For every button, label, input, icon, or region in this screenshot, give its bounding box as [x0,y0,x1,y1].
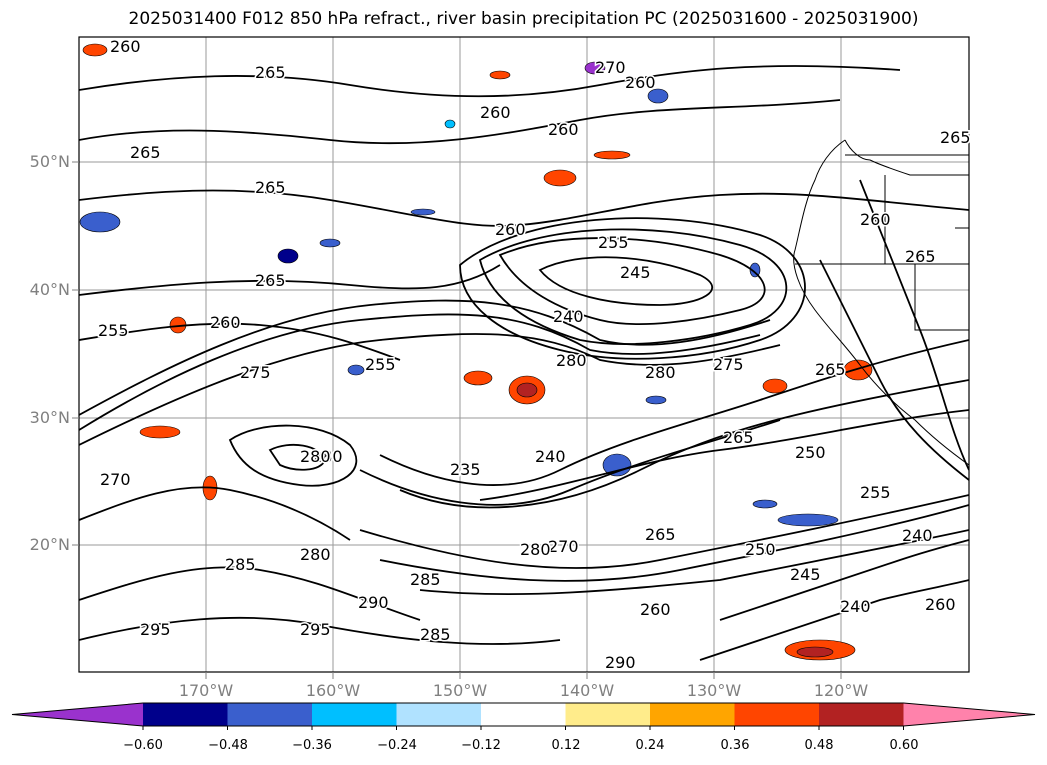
map-area [79,37,969,672]
lat-label-20n: 20°N [29,535,70,554]
contour-label: 260 [110,37,141,56]
contour-label: 245 [620,263,651,282]
contour-label: 265 [815,360,846,379]
contour-label: 265 [645,525,676,544]
contour-label: 280 [556,351,587,370]
contour-label: 260 [640,600,671,619]
contour-label: 240 [902,526,933,545]
contour-label: 285 [410,570,441,589]
contour-label: 260 [860,210,891,229]
colorbar-tick-label: −0.24 [377,738,417,753]
contour-label: 280 [300,545,331,564]
contour-label: 265 [255,178,286,197]
contour-label: 255 [365,355,396,374]
contour-label: 260 [480,103,511,122]
contour-label: 265 [130,143,161,162]
contour-label: 280 [300,447,331,466]
colorbar-segment [143,703,228,726]
contour-label: 295 [300,620,331,639]
contour-label: 275 [240,363,271,382]
lon-label-150w: 150°W [432,681,488,700]
contour-label: 265 [723,428,754,447]
colorbar-extend-high [903,703,1035,726]
contour-label: 240 [553,307,584,326]
colorbar-extend-low [12,703,143,726]
colorbar-tick-label: −0.12 [461,738,501,753]
contour-label: 290 [605,653,636,672]
contour-label: 260 [495,220,526,239]
contour-label: 250 [745,540,776,559]
colorbar-segment [312,703,397,726]
colorbar-tick-label: −0.36 [292,738,332,753]
colorbar-segment [227,703,313,726]
precip-shading [79,43,873,661]
colorbar-tick-label: 0.36 [720,738,750,753]
contour-label: 260 [625,73,656,92]
contour-label: 285 [420,625,451,644]
contour-label: 260 [548,120,579,139]
colorbar-segment [819,703,904,726]
contour-label: 265 [255,271,286,290]
colorbar-segment [396,703,482,726]
lon-label-170w: 170°W [178,681,234,700]
contour-label: 255 [98,321,129,340]
colorbar-tick-label: 0.12 [551,738,581,753]
contour-label: 290 [358,593,389,612]
contour-label: 240 [535,447,566,466]
colorbar-tick-label: −0.60 [123,738,163,753]
contour-label: 280 [312,447,343,466]
lon-label-130w: 130°W [686,681,742,700]
lat-label-40n: 40°N [29,280,70,299]
map-title: 2025031400 F012 850 hPa refract., river … [128,9,919,29]
contour-label: 265 [905,247,936,266]
colorbar-segment [565,703,651,726]
colorbar-segment [734,703,820,726]
contour-label: 255 [860,483,891,502]
contour-label: 295 [140,620,171,639]
colorbar-segment [481,703,566,726]
colorbar-tick-label: 0.60 [889,738,919,753]
contour-label: 265 [255,63,286,82]
contour-label: 260 [925,595,956,614]
lon-label-140w: 140°W [559,681,615,700]
coastline [793,139,969,466]
graticule [79,37,969,672]
contour-label: 255 [598,233,629,252]
contour-label: 265 [940,128,971,147]
contour-label: 270 [548,537,579,556]
contour-label: 240 [840,597,871,616]
lon-label-160w: 160°W [305,681,361,700]
refractivity-contours [79,65,969,661]
contour-label: 250 [795,443,826,462]
contour-label: 245 [790,565,821,584]
contour-label: 285 [225,555,256,574]
colorbar [11,702,1036,730]
lon-label-120w: 120°W [813,681,869,700]
colorbar-tick-label: 0.48 [804,738,834,753]
contour-label: 235 [450,460,481,479]
colorbar-tick-label: 0.24 [635,738,665,753]
contour-label: 280 [520,540,551,559]
contour-label: 270 [595,58,626,77]
contour-label: 275 [713,355,744,374]
lat-label-30n: 30°N [29,408,70,427]
map-content [79,37,969,672]
contour-labels: 2602652602602602652652652602552452402602… [97,36,973,674]
contour-label: 280 [645,363,676,382]
lat-label-50n: 50°N [29,152,70,171]
colorbar-segment [650,703,735,726]
colorbar-tick-label: −0.48 [208,738,248,753]
contour-label: 270 [100,470,131,489]
contour-label: 260 [210,313,241,332]
